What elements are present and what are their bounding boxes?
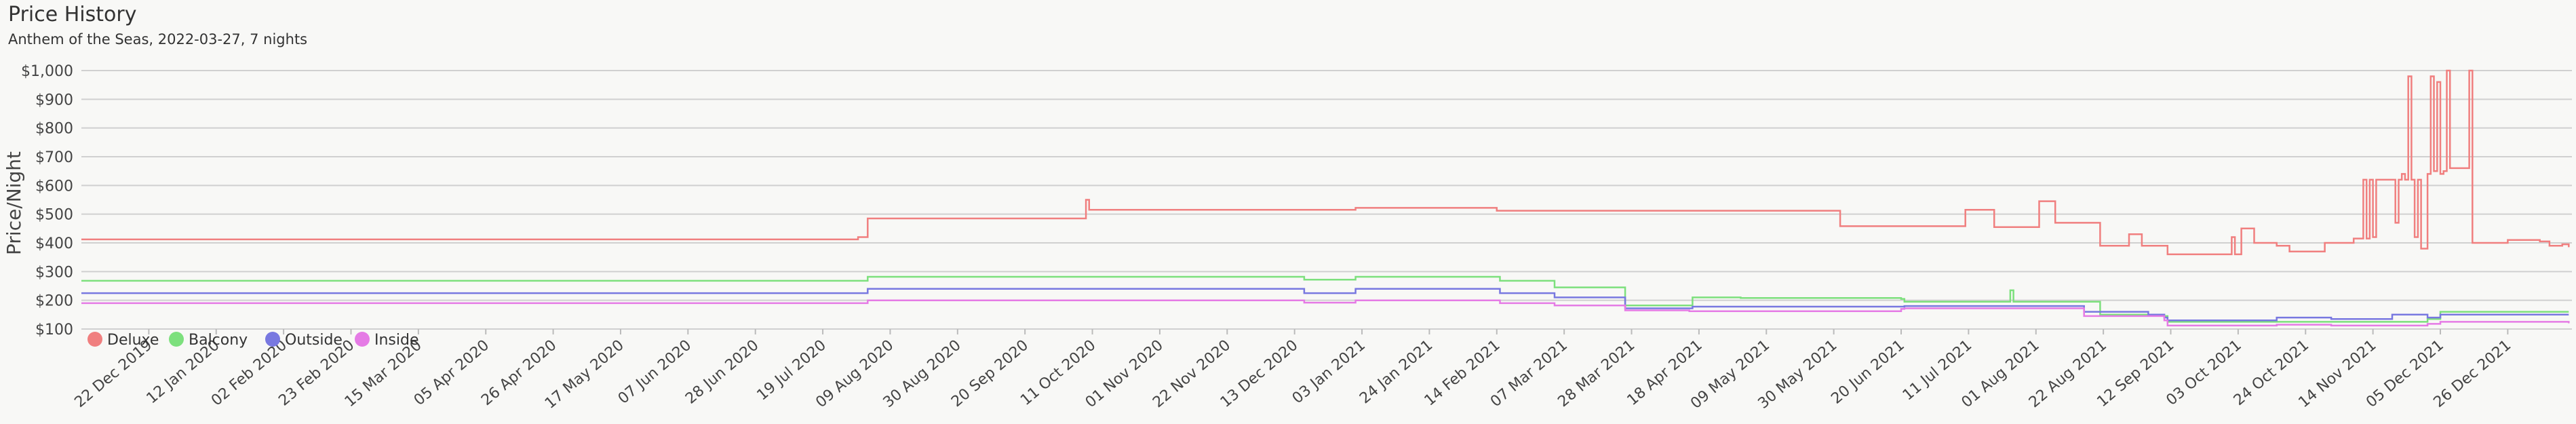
legend-item-inside[interactable]: Inside: [355, 332, 419, 349]
y-tick-label: $800: [35, 121, 73, 138]
legend-swatch: [265, 332, 280, 347]
y-tick-label: $900: [35, 92, 73, 109]
y-axis-label: Price/Night: [3, 151, 25, 255]
series-line-deluxe: [81, 69, 2570, 256]
y-axis-ticks: $100 $200 $300 $400 $500 $600 $700 $800 $900 $1,0…: [21, 63, 73, 339]
y-tick-label: $400: [35, 235, 73, 252]
series-line-outside: [81, 288, 2569, 322]
x-tick-label: 28 Jun 2020: [682, 336, 762, 407]
legend-swatch: [87, 332, 102, 347]
y-tick-label: $300: [35, 264, 73, 281]
y-tick-label: $100: [35, 322, 73, 339]
grid-lines: [81, 70, 2572, 330]
legend-item-balcony[interactable]: Balcony: [169, 332, 248, 349]
legend-swatch: [355, 332, 370, 347]
series-line-inside: [81, 299, 2570, 327]
y-tick-label: $600: [35, 178, 73, 195]
x-tick-label: 03 Jan 2021: [1289, 336, 1369, 407]
legend-label: Deluxe: [107, 332, 159, 349]
legend: Deluxe Balcony Outside Inside: [87, 332, 419, 349]
legend-label: Outside: [285, 332, 343, 349]
x-tick-label: 07 Jun 2020: [615, 336, 695, 407]
legend-label: Balcony: [189, 332, 248, 349]
legend-item-outside[interactable]: Outside: [265, 332, 343, 349]
chart-title: Price History: [8, 3, 137, 26]
y-tick-label: $500: [35, 207, 73, 224]
x-tick-label: 20 Jun 2021: [1828, 336, 1907, 407]
y-tick-label: $200: [35, 293, 73, 310]
series-line-balcony: [81, 275, 2569, 323]
y-tick-label: $700: [35, 149, 73, 166]
legend-swatch: [169, 332, 184, 347]
chart-subtitle: Anthem of the Seas, 2022-03-27, 7 nights: [8, 31, 308, 47]
y-tick-label: $1,000: [21, 63, 73, 80]
legend-label: Inside: [374, 332, 419, 349]
series-lines: [81, 69, 2570, 327]
legend-item-deluxe[interactable]: Deluxe: [87, 332, 159, 349]
